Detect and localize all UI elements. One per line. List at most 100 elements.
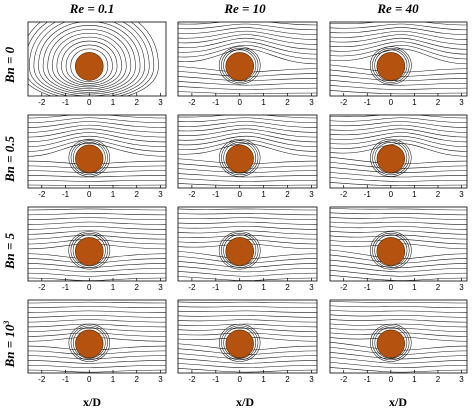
cylinder — [225, 329, 254, 358]
x-tick-label: 0 — [389, 375, 394, 384]
near-body-contour — [72, 327, 106, 359]
streamline — [28, 355, 166, 360]
streamline — [28, 319, 166, 323]
streamline — [28, 230, 166, 235]
row-title-bn-5: Bn = 5 — [2, 232, 17, 270]
cylinder — [376, 52, 406, 81]
streamline — [178, 234, 317, 240]
streamline — [178, 22, 317, 26]
x-tick-label: 3 — [309, 375, 314, 384]
x-ticks: -2 -1 0 1 2 3 — [188, 278, 314, 292]
x-tick-label: 0 — [237, 98, 242, 107]
streamline — [330, 264, 467, 273]
x-tick-label: 3 — [158, 375, 163, 384]
streamline — [28, 301, 166, 304]
streamline — [330, 310, 467, 313]
streamline — [330, 132, 467, 143]
streamline — [28, 221, 166, 225]
streamline — [178, 34, 317, 45]
x-tick-label: 3 — [459, 283, 464, 292]
streamline — [178, 135, 317, 147]
streamline — [330, 90, 467, 95]
streamline — [178, 363, 317, 369]
streamline — [28, 328, 166, 332]
x-tick-label: -2 — [38, 190, 46, 199]
x-tick-label: -1 — [364, 190, 372, 199]
x-tick-label: 2 — [135, 190, 140, 199]
streamline — [178, 168, 317, 173]
streamline — [330, 207, 467, 211]
streamline — [178, 76, 317, 82]
streamlines — [28, 301, 166, 373]
x-tick-label: 0 — [237, 190, 242, 199]
row-title-bn-0: Bn = 0 — [2, 46, 17, 84]
x-tick-label: 3 — [158, 98, 163, 107]
x-tick-label: 2 — [285, 190, 290, 199]
x-tick-label: 3 — [459, 190, 464, 199]
streamline — [28, 268, 166, 273]
near-body-contour — [68, 138, 111, 177]
streamline — [330, 22, 467, 26]
cylinder — [376, 329, 405, 358]
streamline — [330, 182, 467, 186]
x-tick-label: -1 — [62, 98, 70, 107]
near-body-contour — [372, 232, 410, 268]
cylinder — [74, 237, 104, 266]
x-ticks: -2 -1 0 1 2 3 — [38, 278, 163, 292]
x-ticks: -2 -1 0 1 2 3 — [340, 370, 464, 384]
x-tick-label: -1 — [364, 98, 372, 107]
streamline — [330, 117, 467, 124]
streamline — [61, 40, 118, 86]
x-tick-label: 2 — [285, 375, 290, 384]
streamline — [330, 79, 467, 86]
x-tick-label: 2 — [436, 98, 441, 107]
streamline — [330, 34, 467, 45]
streamline — [28, 272, 166, 277]
x-tick-label: 1 — [111, 375, 116, 384]
streamline — [330, 23, 467, 31]
x-tick-label: 3 — [158, 190, 163, 199]
x-tick-label: -1 — [62, 190, 70, 199]
cylinder — [75, 329, 104, 358]
x-tick-label: 0 — [237, 283, 242, 292]
streamline — [28, 179, 166, 182]
streamline — [178, 301, 317, 304]
x-tick-label: 1 — [261, 98, 266, 107]
svg-text:Bn = 0: Bn = 0 — [2, 46, 17, 84]
x-tick-label: -1 — [62, 375, 70, 384]
streamline — [178, 23, 317, 31]
streamline — [65, 44, 113, 84]
streamline — [330, 124, 467, 133]
panel-r3-c1: -2 -1 0 1 2 3 — [27, 206, 167, 292]
streamline — [178, 226, 317, 230]
streamline — [330, 314, 467, 318]
streamline — [178, 81, 317, 86]
x-tick-label: -1 — [62, 283, 70, 292]
streamline — [330, 259, 467, 268]
x-tick-label: 2 — [135, 375, 140, 384]
x-tick-label: -2 — [340, 283, 348, 292]
x-tick-label: 3 — [309, 98, 314, 107]
streamline — [330, 177, 467, 182]
streamline — [28, 121, 166, 128]
x-tick-label: -2 — [38, 283, 46, 292]
x-tick-label: 0 — [87, 375, 92, 384]
streamline — [330, 305, 467, 309]
panel-r2-c3: -2 -1 0 1 2 3 — [329, 114, 468, 199]
streamline — [178, 230, 317, 235]
streamlines — [178, 301, 317, 373]
streamline — [28, 115, 166, 119]
x-ticks: -2 -1 0 1 2 3 — [38, 370, 163, 384]
x-axis-label-col-3: x/D — [389, 395, 407, 409]
streamline — [178, 128, 317, 138]
streamlines — [28, 22, 159, 96]
x-tick-label: 2 — [436, 375, 441, 384]
x-ticks: -2 -1 0 1 2 3 — [188, 185, 314, 199]
x-tick-label: 1 — [261, 283, 266, 292]
panel-r1-c3: -2 -1 0 1 2 3 — [329, 21, 468, 107]
streamline — [330, 323, 467, 328]
streamline — [330, 167, 467, 173]
panel-r2-c2: -2 -1 0 1 2 3 — [177, 114, 318, 199]
near-body-contour — [221, 47, 259, 83]
